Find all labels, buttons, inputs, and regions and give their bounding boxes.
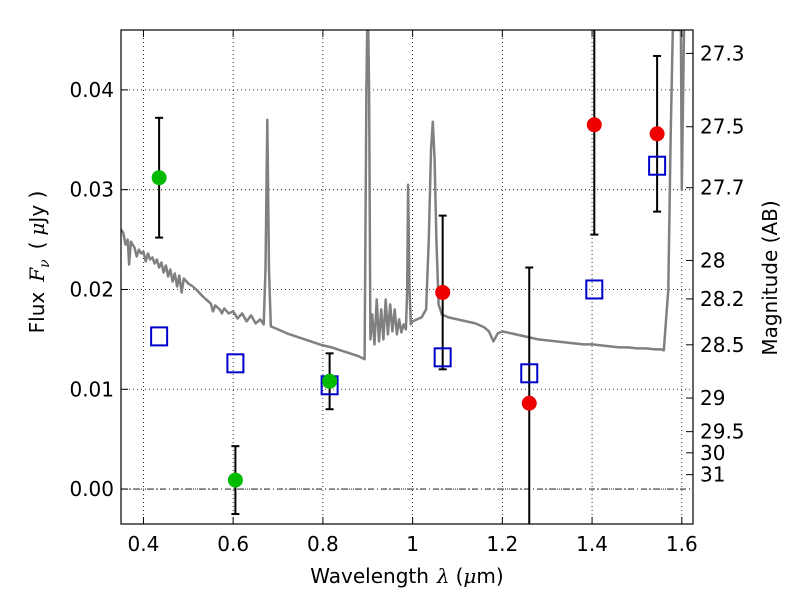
model-photometry-square: [585, 279, 604, 300]
y-axis-label-prefix: Flux: [25, 292, 49, 334]
x-axis-ticks: 0.4 0.6 0.8 1 1.2 1.4 1.6: [128, 30, 698, 556]
y-tick-label: 0.02: [69, 277, 114, 301]
y-axis-label-unit-mu: μ: [25, 223, 49, 236]
magnitude-tick-label: 30: [700, 441, 725, 465]
model-photometry-square: [150, 326, 169, 347]
model-photometry-square: [433, 347, 452, 368]
plot-frame: [120, 29, 694, 525]
magnitude-tick-label: 29.5: [700, 420, 745, 444]
series-layer: [121, 30, 686, 524]
y-tick-label: 0.01: [69, 377, 114, 401]
green-data-point: [227, 472, 243, 488]
x-tick-label: 1: [406, 532, 419, 556]
y-axis-label-unit-open: (: [25, 242, 49, 250]
model-photometry-square: [648, 155, 667, 176]
model-photometry-square: [520, 363, 539, 384]
y-tick-label: 0.00: [69, 477, 114, 501]
y-axis-ticks: 0.00 0.01 0.02 0.03 0.04: [69, 78, 128, 501]
x-tick-label: 1.2: [486, 532, 518, 556]
x-axis-label-unit-rest: m): [476, 564, 503, 588]
y-tick-label: 0.04: [69, 78, 114, 102]
x-tick-label: 1.6: [666, 532, 698, 556]
magnitude-axis-label: Magnitude (AB): [758, 200, 782, 355]
x-axis-label: Wavelength λ (μm): [310, 564, 503, 588]
magnitude-tick-label: 28.2: [700, 287, 745, 311]
magnitude-tick-label: 27.7: [700, 176, 745, 200]
green-data-point: [322, 373, 338, 389]
red-data-point: [435, 284, 451, 300]
magnitude-tick-label: 28: [700, 248, 725, 272]
y-axis-label-subscript: ν: [37, 259, 53, 268]
green-data-point: [151, 170, 167, 186]
y-tick-label: 0.03: [69, 178, 114, 202]
x-axis-label-symbol: λ: [436, 564, 450, 588]
y-axis-label-symbol: F: [25, 267, 49, 283]
x-tick-label: 0.4: [128, 532, 160, 556]
y-axis-label: Flux Fν ( μJy ): [25, 191, 53, 334]
x-tick-label: 0.8: [307, 532, 339, 556]
red-data-point: [649, 126, 665, 142]
magnitude-tick-label: 28.5: [700, 333, 745, 357]
magnitude-tick-label: 27.3: [700, 41, 745, 65]
red-data-point: [521, 395, 537, 411]
x-axis-label-unit-mu: μ: [463, 564, 476, 588]
model-sed-line: [121, 30, 686, 361]
magnitude-tick-label: 29: [700, 386, 725, 410]
model-photometry-square: [226, 353, 245, 374]
x-axis-label-unit-open: (: [456, 564, 464, 588]
red-data-point: [586, 117, 602, 133]
x-tick-label: 1.4: [576, 532, 608, 556]
x-tick-label: 0.6: [217, 532, 249, 556]
magnitude-tick-label: 27.5: [700, 115, 745, 139]
gridlines: [121, 30, 693, 524]
x-axis-label-prefix: Wavelength: [310, 564, 429, 588]
magnitude-tick-label: 31: [700, 463, 725, 487]
y-axis-label-unit-rest: Jy ): [25, 191, 49, 225]
